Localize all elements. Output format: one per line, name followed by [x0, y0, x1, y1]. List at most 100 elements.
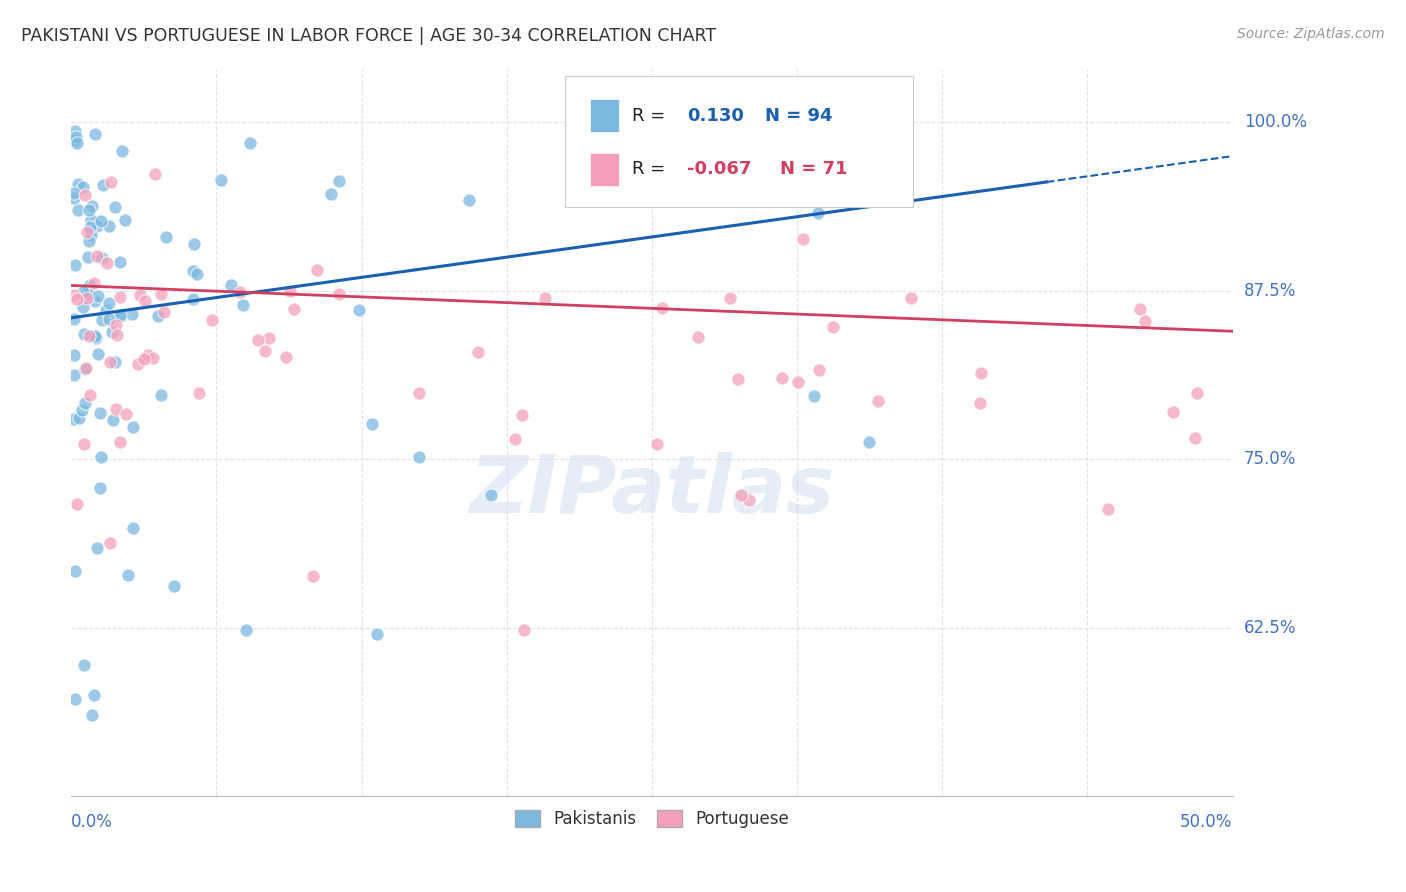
Point — [110, 309, 132, 323]
Point — [132, 352, 155, 367]
Point — [104, 402, 127, 417]
Text: R =: R = — [633, 106, 665, 125]
Point — [105, 328, 128, 343]
Point — [76, 225, 98, 239]
Point — [145, 167, 167, 181]
Point — [94, 302, 117, 317]
Text: ZIPatlas: ZIPatlas — [470, 451, 834, 530]
Point — [65, 133, 87, 147]
Point — [89, 482, 111, 496]
Point — [62, 186, 84, 200]
Point — [328, 287, 350, 301]
Point — [730, 488, 752, 502]
Point — [89, 406, 111, 420]
Point — [186, 267, 208, 281]
Point — [98, 219, 121, 233]
Point — [259, 331, 281, 345]
Point — [111, 145, 134, 159]
Point — [82, 199, 104, 213]
Point — [181, 264, 204, 278]
Point — [67, 202, 90, 217]
Text: R =: R = — [633, 161, 665, 178]
Point — [77, 286, 100, 301]
Point — [83, 688, 105, 702]
Point — [149, 387, 172, 401]
Text: PAKISTANI VS PORTUGUESE IN LABOR FORCE | AGE 30-34 CORRELATION CHART: PAKISTANI VS PORTUGUESE IN LABOR FORCE |… — [21, 27, 716, 45]
Point — [645, 436, 668, 450]
Point — [66, 136, 89, 150]
Point — [66, 497, 89, 511]
Point — [283, 301, 305, 316]
Point — [83, 294, 105, 309]
Point — [114, 213, 136, 227]
Point — [129, 288, 152, 302]
Point — [1184, 431, 1206, 445]
Point — [98, 535, 121, 549]
Point — [84, 330, 107, 344]
Point — [104, 355, 127, 369]
Point — [63, 123, 86, 137]
Point — [98, 295, 121, 310]
Point — [146, 309, 169, 323]
Point — [209, 172, 232, 186]
Point — [188, 386, 211, 401]
Point — [1161, 405, 1184, 419]
Text: -0.067: -0.067 — [686, 161, 751, 178]
Point — [62, 368, 84, 382]
Point — [150, 287, 173, 301]
Point — [1185, 386, 1208, 401]
Point — [155, 230, 177, 244]
Point — [121, 307, 143, 321]
Point — [512, 623, 534, 637]
Point — [62, 191, 84, 205]
Point — [77, 250, 100, 264]
Text: 0.0%: 0.0% — [72, 813, 112, 830]
Point — [163, 579, 186, 593]
Point — [100, 175, 122, 189]
Legend: Pakistanis, Portuguese: Pakistanis, Portuguese — [509, 804, 796, 835]
Point — [108, 255, 131, 269]
Point — [84, 127, 107, 141]
Point — [153, 305, 176, 319]
Point — [91, 178, 114, 193]
Point — [467, 345, 489, 359]
Point — [72, 285, 94, 300]
Point — [77, 203, 100, 218]
Point — [101, 413, 124, 427]
Point — [77, 329, 100, 343]
Point — [246, 333, 269, 347]
Point — [792, 232, 814, 246]
Point — [108, 290, 131, 304]
Point — [96, 255, 118, 269]
Point — [83, 277, 105, 291]
Point — [1133, 314, 1156, 328]
Point — [80, 707, 103, 722]
Point — [969, 396, 991, 410]
Point — [301, 568, 323, 582]
FancyBboxPatch shape — [565, 76, 912, 207]
Point — [457, 193, 479, 207]
Point — [73, 188, 96, 202]
Point — [73, 326, 96, 341]
Point — [108, 309, 131, 323]
Point — [63, 258, 86, 272]
Point — [76, 285, 98, 300]
Point — [79, 219, 101, 234]
Point — [408, 450, 430, 464]
Point — [79, 277, 101, 292]
Point — [80, 213, 103, 227]
Point — [117, 568, 139, 582]
Point — [84, 329, 107, 343]
Point — [727, 371, 749, 385]
Point — [65, 130, 87, 145]
Point — [66, 178, 89, 192]
Point — [510, 408, 533, 422]
Point — [70, 403, 93, 417]
Point — [80, 228, 103, 243]
Point — [408, 385, 430, 400]
Point — [686, 330, 709, 344]
Point — [823, 320, 845, 334]
Point — [319, 186, 342, 201]
Point — [87, 288, 110, 302]
Point — [868, 394, 890, 409]
